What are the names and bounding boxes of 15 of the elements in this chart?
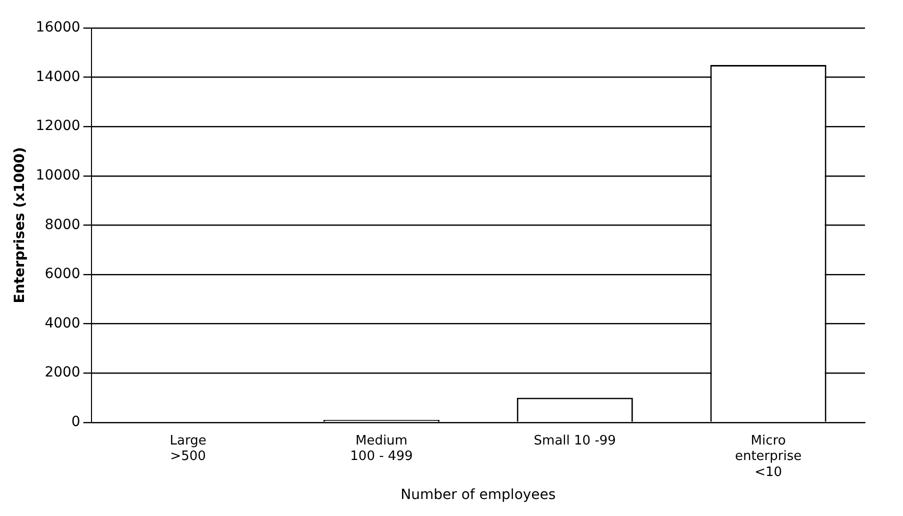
y-tick-label: 14000 bbox=[36, 68, 80, 85]
y-tick-label: 12000 bbox=[36, 118, 80, 134]
y-tick-label: 4000 bbox=[44, 315, 80, 332]
x-tick-label: Micro enterprise <10 bbox=[734, 434, 802, 480]
y-tick-label: 0 bbox=[71, 414, 80, 430]
y-tick-label: 10000 bbox=[36, 168, 80, 184]
y-tick-label: 16000 bbox=[36, 20, 80, 36]
y-tick-label: 8000 bbox=[44, 216, 80, 233]
x-tick-label: Large >500 bbox=[170, 434, 206, 464]
y-axis-title: Enterprises (x1000) bbox=[12, 147, 28, 304]
x-axis-title: Number of employees bbox=[400, 487, 556, 504]
x-tick-label: Small 10 -99 bbox=[534, 434, 616, 449]
y-tick-label: 6000 bbox=[44, 266, 80, 282]
x-tick-label: Medium 100 - 499 bbox=[350, 434, 413, 464]
y-tick-label: 2000 bbox=[44, 364, 80, 381]
